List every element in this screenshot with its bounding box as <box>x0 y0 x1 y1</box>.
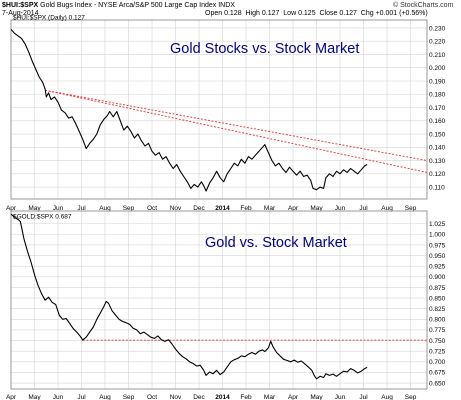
close-label: Close <box>319 10 338 17</box>
trend-line <box>44 89 428 173</box>
x-tick-label: Oct <box>147 205 157 212</box>
x-tick-label: Nov <box>170 205 182 212</box>
x-tick-label: Apr <box>288 394 299 400</box>
x-tick-label: Nov <box>170 394 182 400</box>
x-tick-label: Sep <box>123 394 135 400</box>
y-tick-label: 0.900 <box>429 274 446 281</box>
y-tick-label: 0.750 <box>429 338 446 345</box>
chart-annotation-title: Gold Stocks vs. Stock Market <box>170 41 359 57</box>
description: Gold Bugs Index - NYSE Arca/S&P 500 Larg… <box>40 2 235 9</box>
y-tick-label: 0.800 <box>429 317 446 324</box>
y-tick-label: 0.150 <box>429 131 446 138</box>
x-tick-label: Dec <box>193 394 205 400</box>
x-tick-label: Jul <box>77 394 86 400</box>
x-tick-label: May <box>28 205 41 212</box>
x-tick-label: Aug <box>99 205 111 212</box>
chg-value: +0.001 (+0.56%) <box>375 10 428 17</box>
y-tick-label: 0.675 <box>429 370 446 377</box>
price-ratio-line <box>10 213 368 380</box>
gold-spx-panel: 0.650 0.675 0.700 0.725 0.750 0.775 0.800 0.825… <box>6 210 446 400</box>
x-tick-label: Oct <box>147 394 157 400</box>
y-tick-label: 0.180 <box>429 92 446 99</box>
y-tick-label: 0.200 <box>429 65 446 72</box>
x-tick-label: Mar <box>264 394 276 400</box>
trend-line <box>44 89 428 161</box>
series-legend: $HUI:$SPX (Daily) 0.127 <box>13 15 85 22</box>
x-tick-label: Dec <box>193 205 205 212</box>
y-tick-label: 0.925 <box>429 264 446 271</box>
y-tick-label: 0.775 <box>429 327 446 334</box>
y-tick-label: 0.170 <box>429 105 446 112</box>
close-value: 0.127 <box>339 10 357 17</box>
x-tick-label: Aug <box>381 205 393 212</box>
series-legend: $GOLD:$SPX 0.687 <box>13 214 72 221</box>
open-label: Open <box>205 10 223 17</box>
hui-spx-panel: 0.110 0.120 0.130 0.140 0.150 0.160 0.170 0.180… <box>6 15 446 213</box>
y-tick-label: 0.140 <box>429 145 446 152</box>
chg-label: Chg <box>360 10 374 17</box>
x-tick-label: 2014 <box>215 394 230 400</box>
y-tick-label: 0.850 <box>429 295 446 302</box>
low-label: Low <box>283 10 297 17</box>
x-tick-label: Sep <box>405 205 417 212</box>
y-tick-label: 0.950 <box>429 253 446 260</box>
y-tick-label: 0.110 <box>429 184 445 191</box>
chart-annotation-title: Gold vs. Stock Market <box>205 235 347 251</box>
x-tick-label: Jul <box>359 394 368 400</box>
x-tick-label: Apr <box>288 205 299 212</box>
y-tick-label: 0.975 <box>429 242 446 249</box>
x-tick-label: Mar <box>264 205 276 212</box>
symbol: $HUI:$SPX <box>2 2 39 9</box>
y-tick-label: 0.190 <box>429 78 446 85</box>
x-tick-label: May <box>310 205 323 212</box>
y-tick-label: 0.120 <box>429 171 446 178</box>
y-tick-label: 0.230 <box>429 25 446 32</box>
plot-frame <box>10 210 428 390</box>
y-tick-label: 0.875 <box>429 285 446 292</box>
y-tick-label: 1.000 <box>429 232 446 239</box>
date-label: 7-Aug-2014 <box>2 10 39 17</box>
high-value: 0.127 <box>261 10 280 17</box>
y-tick-label: 0.700 <box>429 359 446 366</box>
x-tick-label: 2014 <box>215 205 230 212</box>
chart-header-line-1: $HUI:$SPX Gold Bugs Index - NYSE Arca/S&… <box>2 2 235 10</box>
price-ratio-line <box>10 28 368 192</box>
x-tick-label: Sep <box>123 205 135 212</box>
x-tick-label: Aug <box>381 394 393 400</box>
x-tick-label: Feb <box>240 205 252 212</box>
y-tick-label: 0.725 <box>429 348 446 355</box>
x-tick-label: Sep <box>405 394 417 400</box>
x-tick-label: Jun <box>335 394 346 400</box>
open-value: 0.128 <box>224 10 242 17</box>
x-tick-label: Apr <box>6 205 17 212</box>
x-tick-label: Apr <box>6 394 17 400</box>
x-tick-label: Jul <box>359 205 368 212</box>
low-value: 0.125 <box>298 10 316 17</box>
stockcharts-brand: © StockCharts.com <box>393 2 454 9</box>
y-tick-label: 0.220 <box>429 39 446 46</box>
y-tick-label: 0.130 <box>429 158 446 165</box>
x-tick-label: Jun <box>53 394 64 400</box>
x-tick-label: May <box>28 394 41 400</box>
x-tick-label: Aug <box>99 394 111 400</box>
high-label: High <box>245 10 260 17</box>
x-tick-label: May <box>310 394 323 400</box>
x-tick-label: Jun <box>53 205 64 212</box>
plot-frame <box>10 19 428 200</box>
y-tick-label: 0.160 <box>429 118 446 125</box>
y-tick-label: 1.025 <box>429 221 446 228</box>
y-tick-label: 0.210 <box>429 52 446 59</box>
y-tick-label: 0.650 <box>429 380 446 387</box>
x-tick-label: Feb <box>240 394 252 400</box>
y-tick-label: 0.825 <box>429 306 446 313</box>
x-tick-label: Jun <box>335 205 346 212</box>
ohlc-line: Open 0.128 High 0.127 Low 0.125 Close 0.… <box>205 10 428 18</box>
x-tick-label: Jul <box>77 205 86 212</box>
